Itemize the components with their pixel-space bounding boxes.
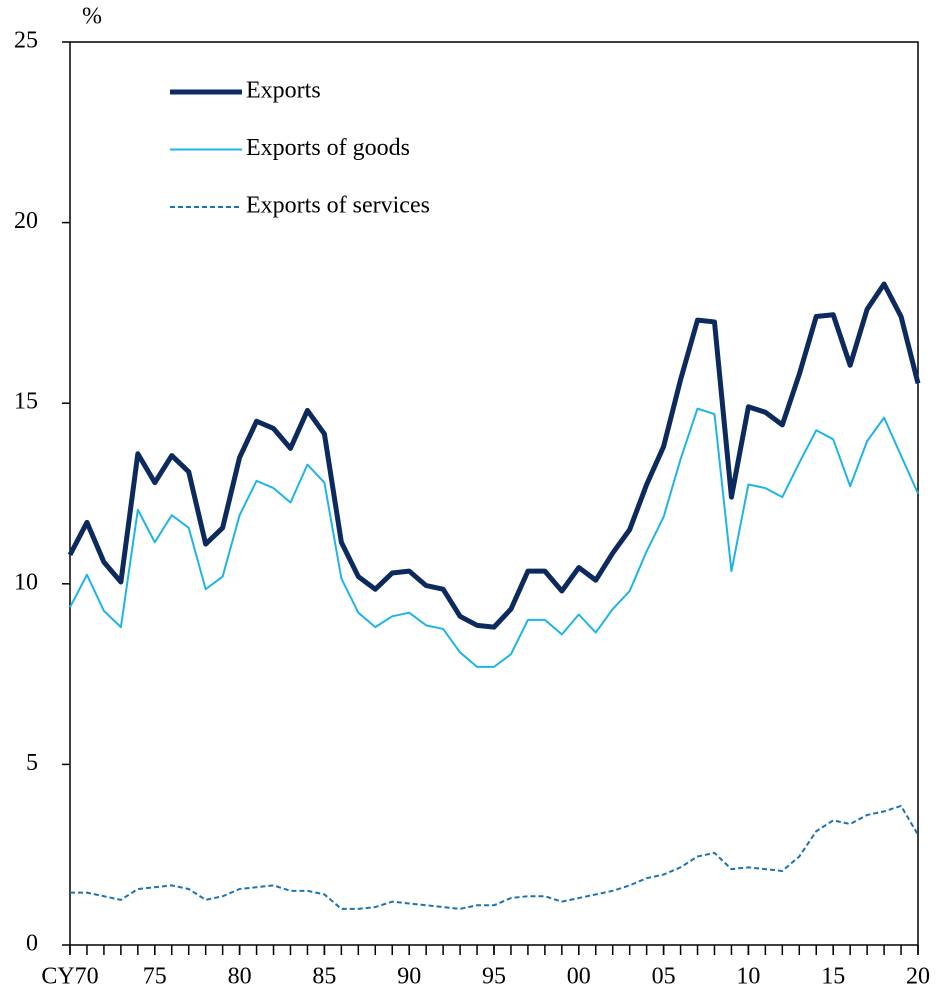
series-line	[70, 804, 919, 910]
series-line	[67, 281, 921, 630]
x-tick-label: 80	[228, 964, 252, 990]
y-tick-label: 5	[26, 750, 38, 776]
x-tick-label: 90	[397, 964, 421, 990]
x-tick-label: 20	[906, 964, 930, 990]
y-tick-label: 0	[26, 931, 38, 957]
y-tick-label: 10	[14, 569, 38, 595]
series-line	[69, 407, 919, 668]
x-tick-label: 95	[482, 964, 506, 990]
x-tick-label: 05	[652, 964, 676, 990]
x-tick-label: 15	[821, 964, 845, 990]
x-tick-label: 75	[143, 964, 167, 990]
legend-label: Exports of goods	[246, 135, 410, 161]
x-tick-label: 00	[567, 964, 591, 990]
y-tick-label: 20	[14, 208, 38, 234]
x-tick-label: 85	[312, 964, 336, 990]
y-tick-label: 15	[14, 389, 38, 415]
legend-label: Exports of services	[246, 193, 430, 219]
y-tick-label: 25	[14, 28, 38, 54]
legend-label: Exports	[246, 78, 321, 104]
x-tick-label: CY70	[41, 964, 98, 990]
x-tick-label: 10	[736, 964, 760, 990]
plot-frame	[69, 41, 919, 946]
y-axis-unit: %	[82, 4, 102, 30]
